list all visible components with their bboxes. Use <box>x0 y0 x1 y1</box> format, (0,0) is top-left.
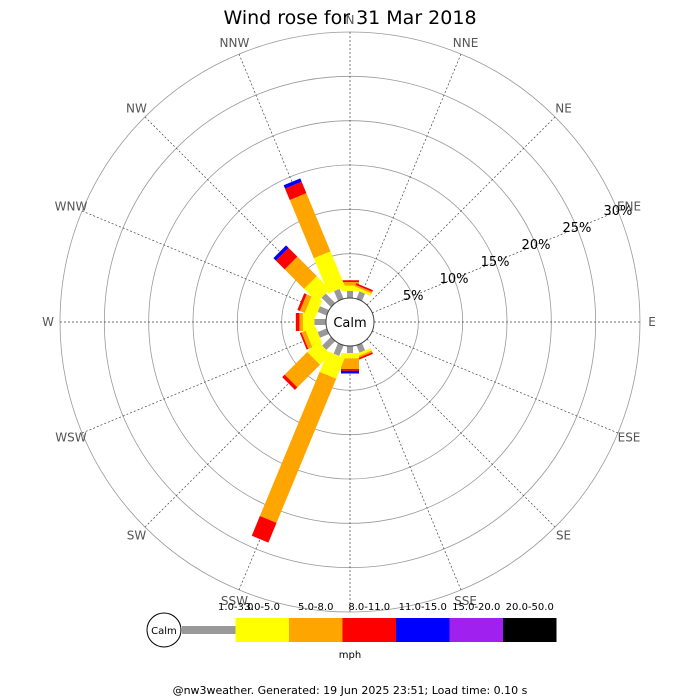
legend-label: 11.0-15.0 <box>399 602 447 613</box>
bar-segment <box>341 282 359 286</box>
legend-label: 8.0-11.0 <box>348 602 390 613</box>
bar-segment <box>282 374 298 390</box>
bar-segment <box>299 294 312 313</box>
bar-segment <box>297 293 307 311</box>
bar-segment <box>284 181 307 201</box>
bar-segment <box>341 285 359 291</box>
grid-spoke <box>366 338 556 528</box>
grid-spoke <box>372 330 619 434</box>
direction-label: NNE <box>453 36 479 50</box>
direction-label: WNW <box>55 199 88 213</box>
legend: Calm mph 1.0-3.03.0-5.0 5.0-8.0 8.0-11.0 11… <box>146 602 557 661</box>
legend-unit: mph <box>339 650 361 661</box>
calm-circle <box>325 297 375 347</box>
direction-label: SW <box>127 529 147 543</box>
legend-swatch <box>449 618 503 642</box>
legend-swatch <box>182 626 236 634</box>
chart-title: Wind rose for 31 Mar 2018 <box>223 7 476 29</box>
legend-swatch <box>289 618 343 642</box>
legend-swatch <box>503 618 557 642</box>
grid-spoke <box>372 210 619 314</box>
bar-segment <box>341 353 359 359</box>
bar-segment <box>273 245 289 261</box>
bar-segment <box>356 291 366 301</box>
bar-segment <box>341 370 359 374</box>
direction-label: NE <box>555 101 572 115</box>
legend-swatch <box>396 618 450 642</box>
direction-label: N <box>346 13 355 27</box>
bar-segment <box>299 332 309 350</box>
direction-label: NW <box>126 101 147 115</box>
bar-segment <box>295 313 300 331</box>
bar-segment <box>313 251 346 294</box>
bar-segment <box>283 178 302 189</box>
bar-segment <box>284 352 320 388</box>
bar-segment <box>341 280 359 283</box>
bar-segment <box>321 293 336 308</box>
ring-label: 15% <box>481 255 510 270</box>
bar-segment <box>302 313 315 331</box>
legend-label: 20.0-50.0 <box>506 602 554 613</box>
calm-label: Calm <box>333 316 366 331</box>
direction-label: E <box>648 315 656 329</box>
ring-label: 5% <box>403 289 424 304</box>
bar-segment <box>301 330 313 350</box>
legend-swatch <box>235 618 289 642</box>
bar-segment <box>333 343 344 356</box>
direction-label: NNW <box>220 36 250 50</box>
legend-label: 15.0-20.0 <box>452 602 500 613</box>
calm-center: Calm <box>325 297 375 347</box>
direction-label: ESE <box>618 431 641 445</box>
bar-segment <box>307 341 331 365</box>
ring-label: 25% <box>563 221 592 236</box>
bar-segment <box>333 288 344 301</box>
bar-segment <box>284 256 317 289</box>
grid-spoke <box>81 330 328 434</box>
bars <box>251 178 373 543</box>
bar-segment <box>341 358 359 370</box>
bar-segment <box>275 247 298 270</box>
bar-segment <box>251 516 277 543</box>
direction-label: SSE <box>454 594 477 608</box>
legend-calm-circle <box>146 612 182 648</box>
bar-segment <box>356 343 366 353</box>
bar-segment <box>355 352 373 361</box>
grid <box>59 31 641 613</box>
ring-label: 20% <box>522 238 551 253</box>
direction-label: SSW <box>221 594 248 608</box>
grid-spoke <box>366 116 556 306</box>
bar-segment <box>353 286 372 296</box>
legend-calm-label: Calm <box>151 626 177 637</box>
bar-segment <box>354 284 373 294</box>
legend-label: 1.0-3.0 <box>218 602 253 613</box>
footer-text: @nw3weather. Generated: 19 Jun 2025 23:5… <box>173 684 528 697</box>
direction-label: W <box>42 315 54 329</box>
grid-spoke <box>358 344 462 591</box>
axis-labels: NNNENEENEEESESESSESSSWSWWSWWWNWNWNNW5%10… <box>42 13 656 631</box>
direction-label: WSW <box>55 431 86 445</box>
legend-label: 5.0-8.0 <box>298 602 333 613</box>
bar-segment <box>322 336 336 350</box>
bar-segment <box>355 283 373 292</box>
bar-segment <box>259 371 337 523</box>
bar-segment <box>304 296 323 318</box>
bar-segment <box>304 276 330 302</box>
direction-label: ENE <box>617 199 641 213</box>
bar-segment <box>299 313 303 331</box>
grid-spoke <box>358 53 462 300</box>
bar-segment <box>317 328 329 338</box>
bar-segment <box>289 193 331 259</box>
bar-segment <box>305 326 323 348</box>
direction-label: SE <box>556 529 571 543</box>
legend-swatch <box>342 618 396 642</box>
legend-label: 3.0-5.0 <box>245 602 280 613</box>
bar-segment <box>317 306 329 316</box>
bar-segment <box>354 350 373 360</box>
ring-label: 30% <box>603 204 632 219</box>
grid-spoke <box>81 210 328 314</box>
bar-segment <box>341 369 359 371</box>
ring-label: 10% <box>440 272 469 287</box>
